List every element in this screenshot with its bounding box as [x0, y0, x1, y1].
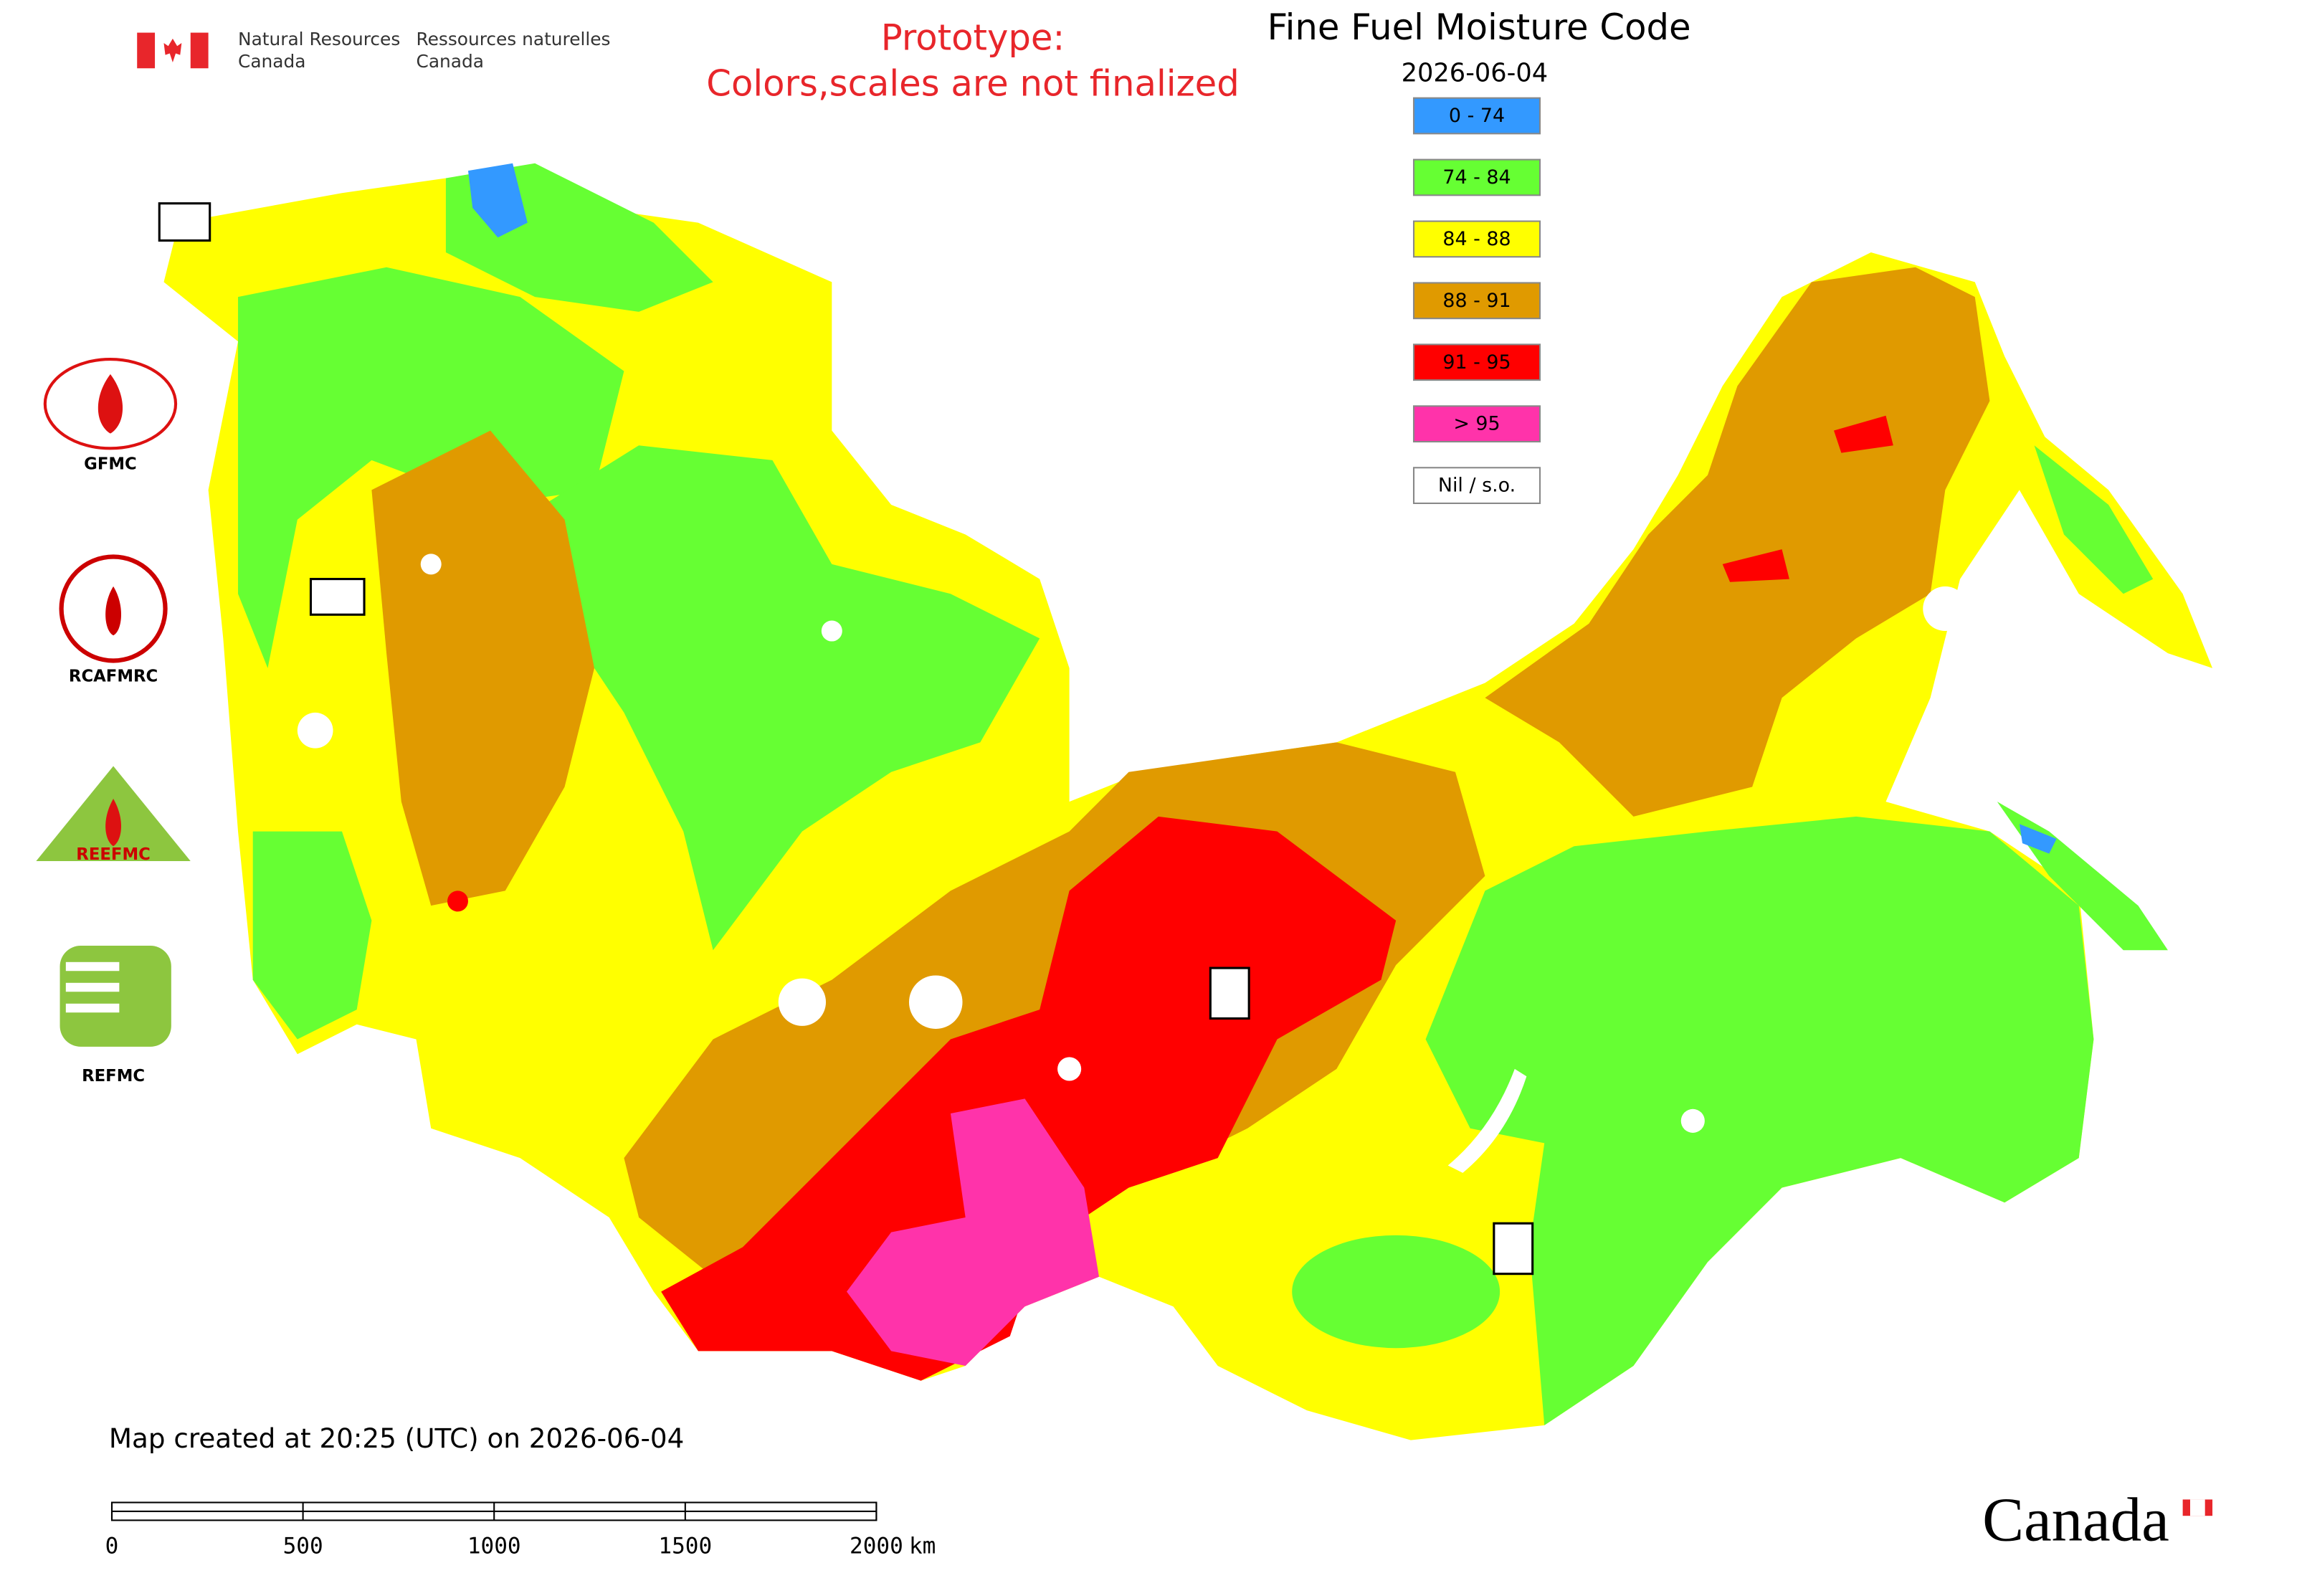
- scale-tick-label: 2000: [850, 1534, 903, 1559]
- map-area: [163, 163, 2213, 1440]
- region-west-orange: [371, 430, 594, 906]
- region-ne-orange: [1485, 267, 1990, 817]
- region-east-green: [1425, 816, 2094, 1425]
- nil-patch: [821, 620, 842, 642]
- legend-label: Nil / s.o.: [1438, 475, 1516, 497]
- station-marker: [1493, 1222, 1534, 1276]
- nil-patch: [778, 978, 827, 1026]
- kamchatka-green: [2034, 445, 2154, 594]
- station-marker: [158, 202, 211, 242]
- footer-note: Map created at 20:25 (UTC) on 2026-06-04: [109, 1422, 684, 1454]
- region-north: [520, 445, 1040, 951]
- gfmc-flame: [97, 374, 123, 434]
- legend-swatch: [1412, 220, 1541, 258]
- agency-fr: Canada: [417, 51, 484, 72]
- flag-bar: [190, 32, 209, 69]
- map-title: Fine Fuel Moisture Code: [1267, 6, 1691, 48]
- rcafmrc-flame: [105, 586, 122, 636]
- refmc-stripe: [65, 982, 120, 992]
- logo-label: RCAFMRC: [69, 668, 158, 686]
- region-red-spot: [1722, 549, 1789, 582]
- refmc-logo: [60, 946, 171, 1047]
- region-red-spot: [1834, 415, 1893, 453]
- legend-label: 84 - 88: [1442, 228, 1511, 250]
- refmc-stripe: [65, 1003, 120, 1013]
- maple-leaf: [163, 38, 182, 62]
- region-blue: [2019, 824, 2057, 854]
- scale-tick-label: 1000: [467, 1534, 521, 1559]
- nil-patch: [1057, 1057, 1082, 1081]
- logo-label: REEFMC: [76, 845, 151, 864]
- baikal: [1447, 1068, 1527, 1173]
- scale-tick-label: 0: [105, 1534, 119, 1559]
- legend-swatch: [1412, 97, 1541, 135]
- nil-patch: [1680, 1108, 1705, 1133]
- logo-label: GFMC: [84, 455, 137, 474]
- notice: Prototype:: [881, 16, 1065, 58]
- refmc-stripe: [65, 961, 120, 972]
- reefmc-flame: [105, 799, 122, 847]
- legend-swatch: [1412, 405, 1541, 443]
- notice: Colors,scales are not finalized: [706, 63, 1239, 105]
- scale-unit: km: [909, 1534, 936, 1559]
- legend-swatch: [1412, 282, 1541, 320]
- wordmark-flag-center: [2189, 1499, 2205, 1516]
- region-red: [661, 816, 1397, 1381]
- station-marker: [309, 578, 366, 616]
- logo-label: REFMC: [82, 1067, 145, 1086]
- agency-fr: Ressources naturelles: [417, 29, 611, 49]
- region-magenta: [847, 1098, 1100, 1367]
- region-sw: [252, 831, 372, 1040]
- nil-patch: [297, 712, 333, 749]
- goc-signature: Natural Resources Canada Ressources natu…: [137, 29, 611, 72]
- agency-en: Natural Resources: [238, 29, 400, 49]
- agency-en: Canada: [238, 51, 305, 72]
- nil-patch: [908, 975, 963, 1029]
- legend-swatch: [1412, 158, 1541, 196]
- legend-label: 88 - 91: [1442, 290, 1511, 312]
- legend: 0 - 74 74 - 84 84 - 88 88 - 91 91 - 95 > 95 Ni…: [1412, 97, 1541, 505]
- legend-swatch: [1412, 343, 1541, 381]
- station-markers: [158, 202, 1534, 1276]
- nil-patch: [1923, 586, 1968, 632]
- flag-bar: [137, 32, 156, 69]
- wordmark: Canada: [1982, 1486, 2169, 1554]
- scale-tick-label: 500: [283, 1534, 323, 1559]
- legend-swatch: [1412, 467, 1541, 505]
- scale-bar: 0 500 1000 1500 2000 km: [105, 1501, 936, 1559]
- logos: GFMC RCAFMRC REEFMC REFMC: [36, 358, 191, 1086]
- legend-label: > 95: [1453, 413, 1500, 435]
- region-mongolia-green: [1292, 1235, 1500, 1349]
- nil-patch: [420, 554, 442, 575]
- region-red-spot: [447, 890, 468, 912]
- scale-tick-label: 1500: [658, 1534, 712, 1559]
- map-date: 2026-06-04: [1402, 59, 1549, 88]
- station-marker: [1209, 966, 1250, 1020]
- legend-label: 74 - 84: [1442, 166, 1511, 189]
- legend-label: 0 - 74: [1449, 105, 1505, 127]
- legend-label: 91 - 95: [1442, 351, 1511, 374]
- region-blue: [467, 163, 528, 238]
